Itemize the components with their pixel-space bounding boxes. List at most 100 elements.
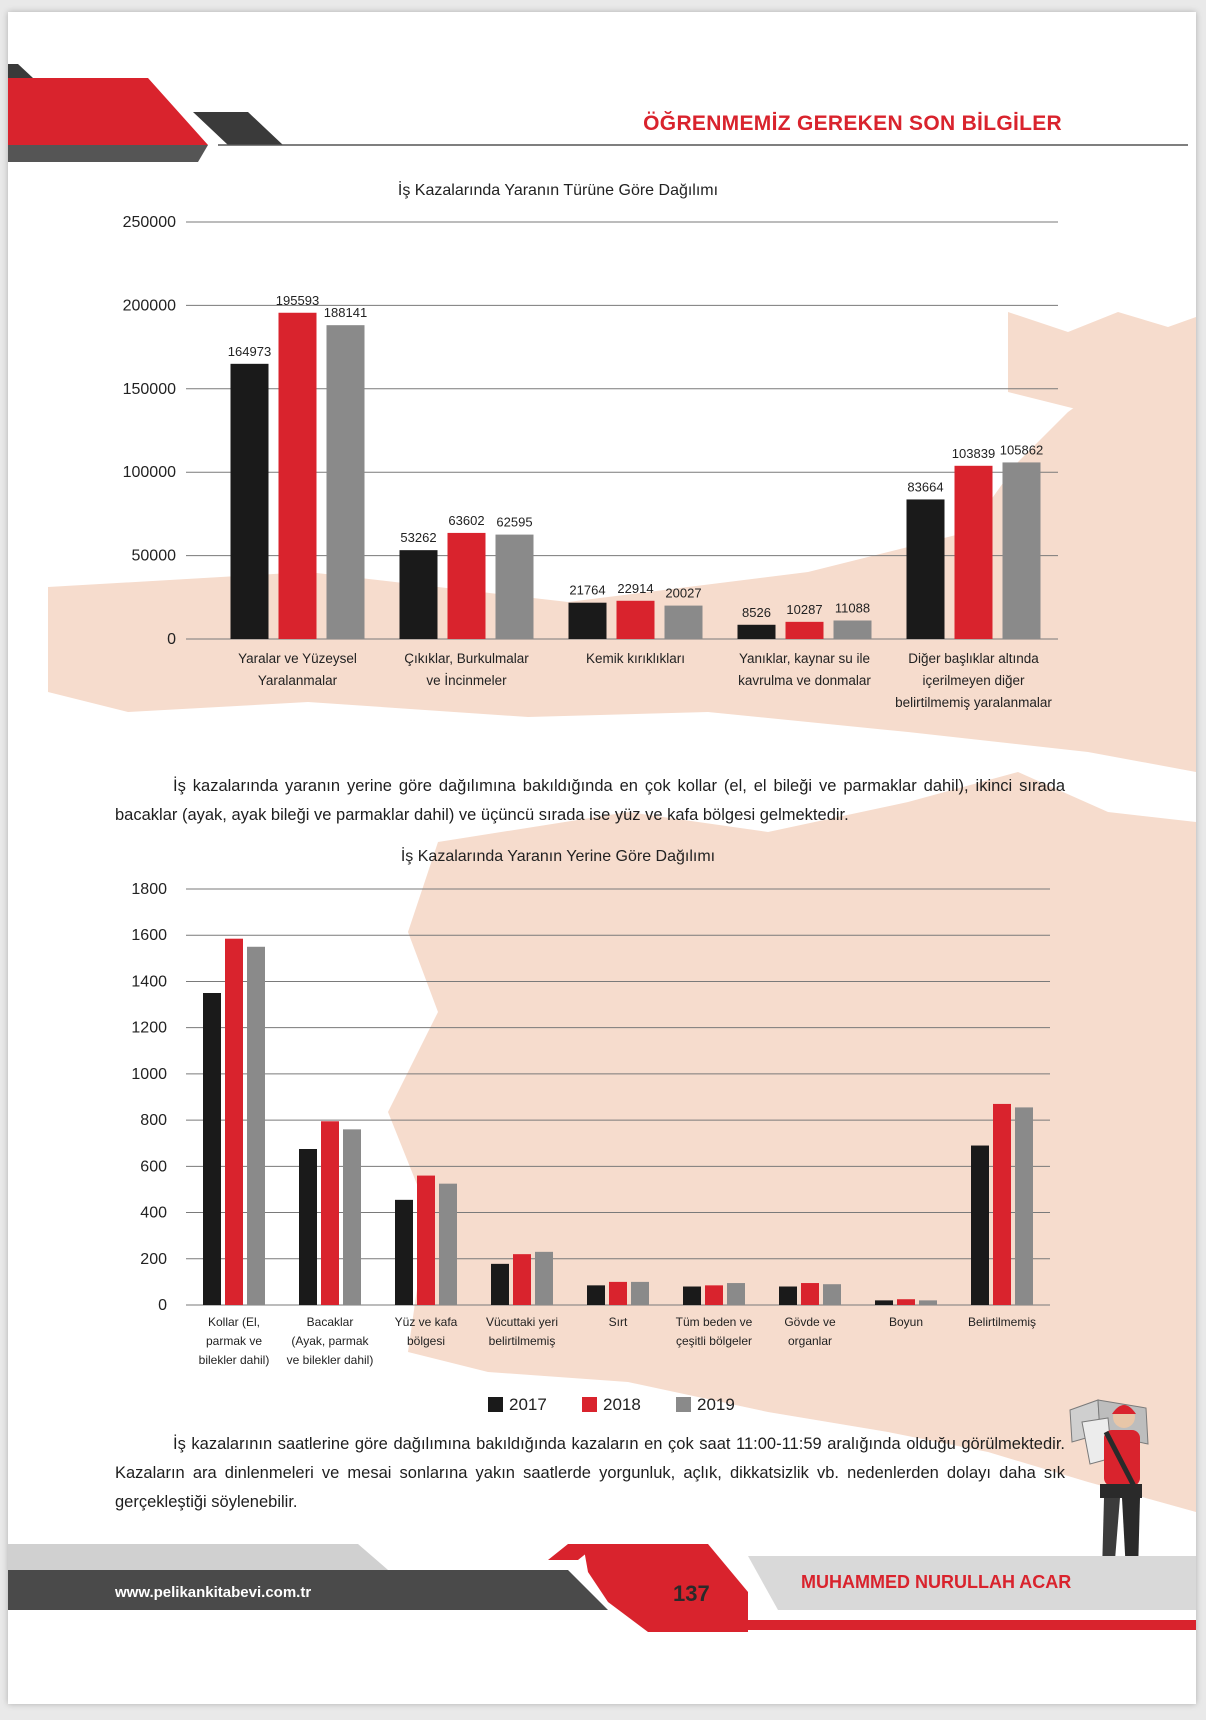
bar-2017: [399, 550, 438, 639]
y-tick-label: 800: [140, 1112, 167, 1129]
y-tick-label: 100000: [123, 464, 176, 481]
y-tick-label: 250000: [123, 214, 176, 231]
page-number: 137: [673, 1581, 710, 1606]
category-label: Çıkıklar, Burkulmalar: [404, 651, 529, 666]
paragraph-1-text: İş kazalarında yaranın yerine göre dağıl…: [115, 777, 1065, 824]
header-title: ÖĞRENMEMİZ GEREKEN SON BİLGİLER: [643, 112, 1062, 135]
data-label: 103839: [952, 446, 995, 461]
data-label: 53262: [400, 530, 436, 545]
bar-2019: [343, 1129, 361, 1305]
paragraph-2: İş kazalarının saatlerine göre dağılımın…: [115, 1430, 1065, 1517]
bar-2017: [203, 993, 221, 1305]
category-label: Vücuttaki yeri: [486, 1315, 558, 1329]
bar-2019: [535, 1251, 553, 1305]
bar-2018: [897, 1299, 915, 1305]
data-label: 21764: [569, 583, 605, 598]
bar-2018: [705, 1285, 723, 1305]
footer-url[interactable]: www.pelikankitabevi.com.tr: [115, 1584, 312, 1601]
data-label: 10287: [786, 602, 822, 617]
bar-2018: [801, 1283, 819, 1305]
bar-2019: [833, 620, 872, 639]
data-label: 11088: [835, 601, 870, 616]
paragraph-1: İş kazalarında yaranın yerine göre dağıl…: [115, 772, 1065, 830]
legend-swatch-2018: [582, 1397, 597, 1412]
bar-2019: [1015, 1107, 1033, 1305]
y-tick-label: 0: [158, 1297, 167, 1314]
bar-2017: [875, 1300, 893, 1305]
bar-2017: [395, 1199, 413, 1305]
category-label: Kemik kırıklıkları: [586, 651, 685, 666]
category-label: organlar: [788, 1334, 832, 1348]
category-label: Yaralar ve Yüzeysel: [238, 651, 357, 666]
y-tick-label: 600: [140, 1158, 167, 1175]
y-tick-label: 400: [140, 1205, 167, 1222]
bar-2017: [779, 1286, 797, 1305]
bar-2018: [609, 1281, 627, 1305]
bar-2017: [491, 1263, 509, 1305]
y-tick-label: 0: [167, 631, 176, 648]
category-label: belirtilmemiş: [489, 1334, 556, 1348]
data-label: 63602: [448, 513, 484, 528]
paragraph-2-text: İş kazalarının saatlerine göre dağılımın…: [115, 1435, 1065, 1511]
bar-2018: [993, 1103, 1011, 1305]
bar-2018: [278, 312, 317, 639]
category-label: Yanıklar, kaynar su ile: [739, 651, 870, 666]
bar-2017: [230, 363, 269, 639]
category-label: Kollar (El,: [208, 1315, 260, 1329]
category-label: Diğer başlıklar altında: [908, 651, 1039, 666]
category-label: Yüz ve kafa: [395, 1315, 458, 1329]
chart-wound-type: 0 50000 100000 150000 200000 250000 164973 1955…: [123, 214, 1058, 710]
book-page: ÖĞRENMEMİZ GEREKEN SON BİLGİLER İş Kazal…: [8, 12, 1196, 1704]
y-tick-label: 1200: [131, 1020, 167, 1037]
bar-2019: [919, 1300, 937, 1305]
background-splash: [48, 312, 1196, 1512]
bar-2017: [906, 499, 945, 639]
category-label: çeşitli bölgeler: [676, 1334, 752, 1348]
data-label: 105862: [1000, 442, 1043, 457]
category-label: Bacaklar: [307, 1315, 354, 1329]
y-tick-label: 150000: [123, 381, 176, 398]
bar-2018: [616, 600, 655, 639]
data-label: 164973: [228, 344, 271, 359]
legend-swatch-2017: [488, 1397, 503, 1412]
y-tick-label: 1800: [131, 881, 167, 898]
bar-2019: [631, 1281, 649, 1305]
footer-decoration: [8, 1544, 1196, 1632]
y-tick-label: 200000: [123, 297, 176, 314]
bar-2019: [495, 534, 534, 639]
bar-2019: [326, 325, 365, 639]
category-label: ve İncinmeler: [426, 673, 507, 688]
category-label: kavrulma ve donmalar: [738, 673, 871, 688]
bar-2019: [1002, 462, 1041, 639]
category-label: Yaralanmalar: [258, 673, 338, 688]
header-decoration: [8, 64, 1188, 162]
bar-2017: [299, 1149, 317, 1305]
bar-2018: [321, 1121, 339, 1305]
legend-swatch-2019: [676, 1397, 691, 1412]
legend-label: 2019: [697, 1395, 735, 1414]
bar-2018: [447, 532, 486, 639]
category-label: bölgesi: [407, 1334, 445, 1348]
category-label: parmak ve: [206, 1334, 262, 1348]
bar-2018: [225, 938, 243, 1305]
data-label: 22914: [617, 581, 653, 596]
bar-2018: [954, 465, 993, 639]
y-tick-label: 1400: [131, 973, 167, 990]
y-tick-label: 50000: [132, 548, 177, 565]
chart1-title: İş Kazalarında Yaranın Türüne Göre Dağıl…: [397, 182, 719, 199]
category-label: Sırt: [609, 1315, 628, 1329]
bar-2017: [587, 1285, 605, 1305]
bar-2017: [971, 1145, 989, 1305]
chart2-title: İş Kazalarında Yaranın Yerine Göre Dağıl…: [400, 848, 716, 865]
author-name: MUHAMMED NURULLAH ACAR: [801, 1572, 1072, 1592]
bar-2019: [439, 1183, 457, 1305]
bar-2017: [683, 1286, 701, 1305]
category-label: Gövde ve: [784, 1315, 836, 1329]
bar-2018: [417, 1175, 435, 1305]
y-tick-label: 1000: [131, 1066, 167, 1083]
bar-2017: [568, 602, 607, 639]
category-label: Belirtilmemiş: [968, 1315, 1036, 1329]
category-label: bilekler dahil): [199, 1353, 270, 1367]
category-label: (Ayak, parmak: [291, 1334, 369, 1348]
data-label: 62595: [496, 515, 532, 530]
